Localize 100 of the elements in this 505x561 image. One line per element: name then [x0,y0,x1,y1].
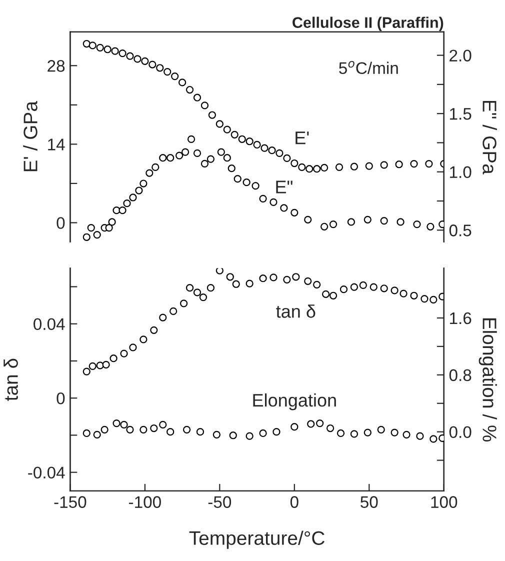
y-tick-label: 14 [48,138,65,150]
point [252,182,260,190]
point [200,102,209,110]
point [270,274,278,282]
point [180,300,188,308]
point [146,169,154,177]
point [228,164,236,172]
point [120,420,128,429]
point [129,344,137,352]
point [140,180,148,188]
point [164,68,172,76]
point [336,429,345,438]
point [326,424,334,432]
point [268,146,276,154]
point [290,208,298,216]
point [118,206,126,214]
y2-axis-title: Elongation / % [478,318,497,442]
point [159,154,167,162]
point [426,222,434,230]
point [292,273,300,281]
point [193,149,202,158]
point [253,140,261,149]
point [347,218,356,226]
point [246,280,254,288]
point [112,206,120,214]
point [380,284,388,292]
point [87,224,95,232]
point [216,120,224,128]
point [186,284,194,292]
point [129,194,137,202]
point [320,222,328,230]
point [350,162,358,170]
series-label: Elongation [253,393,336,410]
point [232,280,240,288]
point [390,428,398,436]
point [82,429,90,438]
point [272,428,280,436]
point [396,218,404,226]
point [425,160,433,168]
point [193,94,202,102]
point [186,86,194,94]
point [110,354,118,362]
point [416,432,424,440]
point [270,198,278,206]
point [290,159,298,168]
point [217,148,225,156]
point [141,57,149,65]
point [93,430,101,438]
x-tick-label: 100 [431,496,458,508]
point [370,283,378,291]
y-tick-label: 0 [56,392,65,404]
point [181,148,190,156]
series-label: tan δ [276,304,316,318]
y-axis-title: tan δ [4,358,18,401]
point [96,362,104,370]
point [329,220,338,228]
point [148,60,156,68]
point [402,430,410,438]
y-tick-label: 0 [56,217,65,229]
point [322,290,330,298]
point [206,155,215,163]
point [108,218,116,226]
point [364,428,372,436]
point [350,283,358,291]
point [259,194,267,202]
point [290,423,298,431]
x-tick-label: -50 [208,496,232,508]
point [283,276,291,284]
point [320,164,328,172]
chart-title: Cellulose II (Paraffin) [292,16,444,31]
point [206,284,215,292]
point [150,424,158,432]
point [304,216,312,224]
x-tick-label: 0 [290,496,298,508]
point [377,426,385,434]
point [82,233,90,241]
y-axis-title: E' / GPa [23,100,38,172]
point [120,350,128,358]
point [82,40,90,48]
point [166,428,174,436]
series-label: E' [296,132,309,144]
point [304,277,312,285]
point [316,419,324,428]
y2-tick-label: 1.0 [450,166,472,178]
point [246,432,254,440]
point [226,273,234,281]
point [123,200,131,208]
y2-tick-label: 0.5 [449,224,472,236]
point [102,360,110,368]
y-tick-label: 0.04 [34,318,65,330]
point [212,430,220,438]
point [380,161,388,169]
y2-tick-label: 1.5 [450,108,472,120]
point [88,362,96,370]
x-axis-title: Temperature/°C [189,530,324,549]
point [166,154,174,162]
y2-tick-label: 1.6 [450,312,472,324]
point [395,160,403,168]
y2-tick-label: 0.0 [449,426,472,438]
point [223,154,231,162]
